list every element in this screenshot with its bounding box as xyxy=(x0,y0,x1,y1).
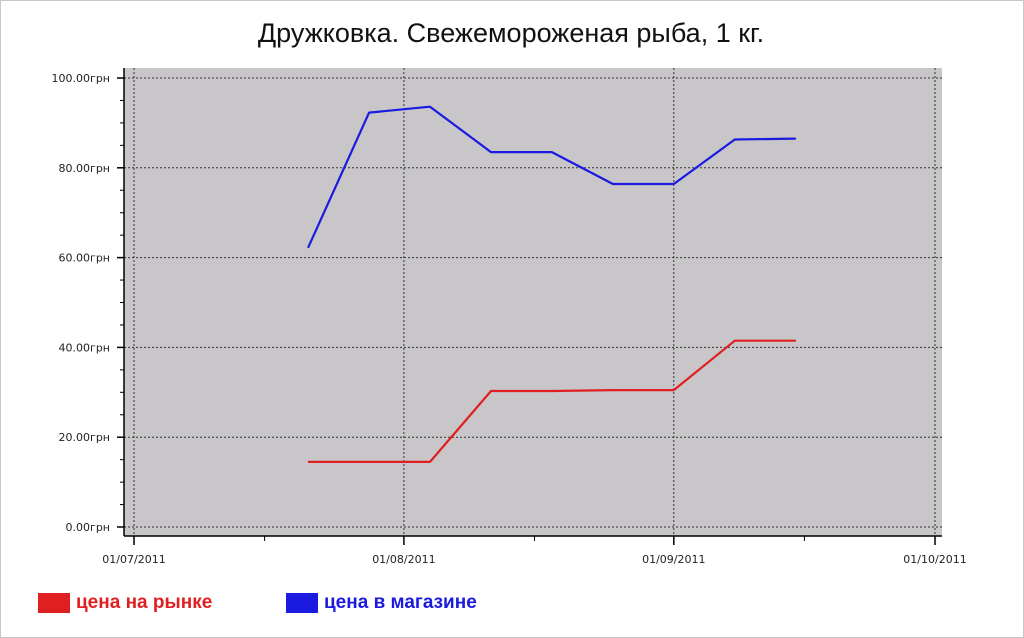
x-axis-labels: 01/07/2011 01/08/2011 01/09/2011 01/10/2011 xyxy=(102,553,966,566)
x-tick-label: 01/08/2011 xyxy=(372,553,435,566)
series-0-point xyxy=(429,461,431,463)
axes xyxy=(117,68,942,545)
series-0-point xyxy=(551,390,553,392)
legend-label-store: цена в магазине xyxy=(324,592,477,613)
x-tick-label: 01/09/2011 xyxy=(642,553,705,566)
y-tick-label: 40.00грн xyxy=(59,341,110,354)
data-series xyxy=(307,105,797,463)
legend-item-market: цена на рынке xyxy=(38,592,212,614)
series-1-point xyxy=(673,183,675,185)
y-tick-label: 80.00грн xyxy=(59,162,110,175)
chart-title: Дружковка. Свежемороженая рыба, 1 кг. xyxy=(257,18,765,48)
legend-swatch-market xyxy=(38,593,70,613)
series-1-point xyxy=(551,151,553,153)
legend-swatch-store xyxy=(286,593,318,613)
y-axis-labels: 0.00грн 20.00грн 40.00грн 60.00грн 80.00грн 1… xyxy=(52,72,110,534)
x-tick-label: 01/07/2011 xyxy=(102,553,165,566)
series-1-point xyxy=(429,106,431,108)
series-1-point xyxy=(612,183,614,185)
series-0-point xyxy=(673,389,675,391)
grid-lines xyxy=(124,68,942,536)
series-1-point xyxy=(490,151,492,153)
x-tick-label: 01/10/2011 xyxy=(903,553,966,566)
y-tick-label: 60.00грн xyxy=(59,252,110,265)
y-tick-label: 20.00грн xyxy=(59,431,110,444)
series-1-point xyxy=(734,139,736,141)
series-0-point xyxy=(368,461,370,463)
series-0-point xyxy=(734,340,736,342)
series-0-point xyxy=(612,389,614,391)
series-0-point xyxy=(795,340,797,342)
series-0-point xyxy=(490,390,492,392)
series-0-point xyxy=(307,461,309,463)
series-1-point xyxy=(307,247,309,249)
y-tick-label: 100.00грн xyxy=(52,72,110,85)
series-1-point xyxy=(368,112,370,114)
legend-item-store: цена в магазине xyxy=(286,592,477,614)
y-tick-label: 0.00грн xyxy=(66,521,110,534)
legend-label-market: цена на рынке xyxy=(76,592,213,613)
plot-area xyxy=(124,68,942,536)
series-1-point xyxy=(795,138,797,140)
